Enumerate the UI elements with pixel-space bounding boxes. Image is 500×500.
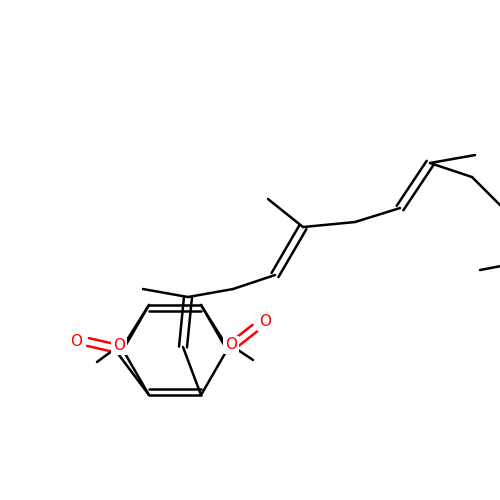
Text: O: O: [113, 338, 125, 353]
Text: O: O: [70, 334, 82, 349]
Text: O: O: [225, 338, 237, 352]
Text: O: O: [259, 314, 271, 330]
